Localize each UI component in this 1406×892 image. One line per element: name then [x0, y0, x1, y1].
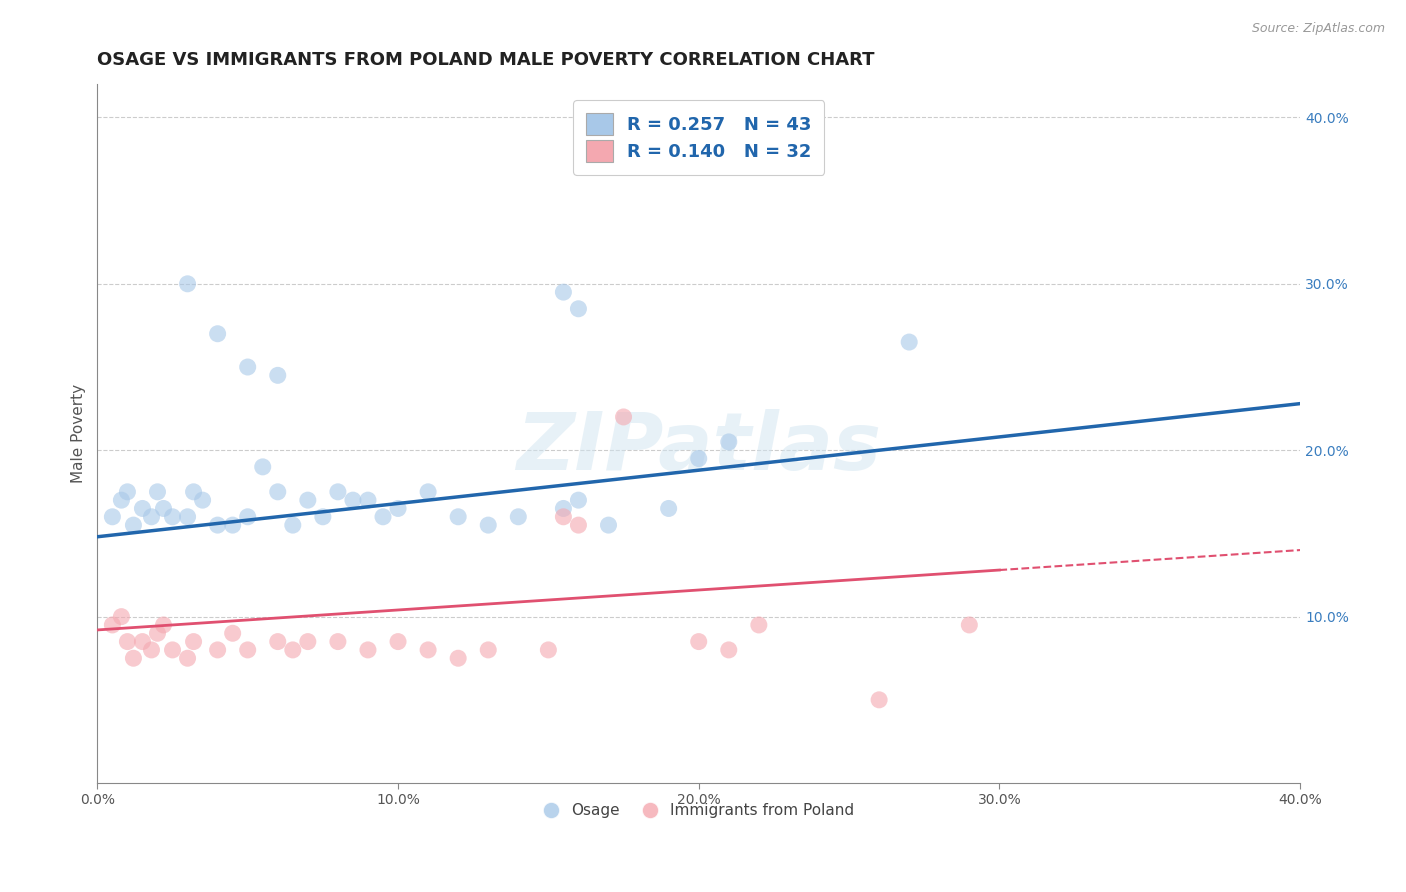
Point [207, 518, 229, 533]
Y-axis label: Male Poverty: Male Poverty [72, 384, 86, 483]
Point [236, 359, 259, 374]
Point [131, 634, 153, 648]
Point [267, 634, 290, 648]
Point [183, 634, 205, 648]
Point [553, 285, 575, 300]
Point [176, 277, 198, 291]
Point [110, 493, 132, 508]
Point [688, 451, 710, 466]
Point [297, 493, 319, 508]
Point [101, 618, 124, 632]
Point [416, 643, 439, 657]
Point [117, 484, 139, 499]
Point [146, 484, 169, 499]
Point [447, 509, 470, 524]
Point [122, 518, 145, 533]
Point [176, 509, 198, 524]
Point [342, 493, 364, 508]
Point [957, 618, 980, 632]
Point [267, 484, 290, 499]
Point [567, 301, 589, 316]
Point [101, 509, 124, 524]
Point [207, 326, 229, 341]
Point [236, 643, 259, 657]
Point [131, 501, 153, 516]
Point [152, 501, 174, 516]
Point [191, 493, 214, 508]
Point [281, 518, 304, 533]
Point [658, 501, 681, 516]
Point [477, 518, 499, 533]
Point [221, 626, 243, 640]
Point [221, 518, 243, 533]
Point [868, 693, 890, 707]
Point [297, 634, 319, 648]
Point [416, 484, 439, 499]
Point [387, 501, 409, 516]
Point [162, 509, 184, 524]
Point [357, 643, 380, 657]
Point [357, 493, 380, 508]
Point [688, 634, 710, 648]
Point [326, 634, 349, 648]
Point [477, 643, 499, 657]
Point [748, 618, 770, 632]
Point [553, 501, 575, 516]
Point [141, 509, 163, 524]
Point [281, 643, 304, 657]
Point [117, 634, 139, 648]
Point [110, 609, 132, 624]
Point [152, 618, 174, 632]
Point [176, 651, 198, 665]
Point [553, 509, 575, 524]
Point [612, 409, 634, 424]
Point [267, 368, 290, 383]
Point [387, 634, 409, 648]
Point [141, 643, 163, 657]
Legend: Osage, Immigrants from Poland: Osage, Immigrants from Poland [537, 797, 860, 824]
Point [598, 518, 620, 533]
Point [122, 651, 145, 665]
Point [207, 643, 229, 657]
Point [162, 643, 184, 657]
Point [508, 509, 530, 524]
Point [567, 493, 589, 508]
Point [236, 509, 259, 524]
Point [252, 459, 274, 474]
Point [146, 626, 169, 640]
Point [567, 518, 589, 533]
Point [717, 434, 740, 449]
Text: ZIPatlas: ZIPatlas [516, 409, 882, 486]
Point [447, 651, 470, 665]
Text: Source: ZipAtlas.com: Source: ZipAtlas.com [1251, 22, 1385, 36]
Point [371, 509, 394, 524]
Point [326, 484, 349, 499]
Point [312, 509, 335, 524]
Point [898, 334, 921, 349]
Point [537, 643, 560, 657]
Point [183, 484, 205, 499]
Point [717, 643, 740, 657]
Text: OSAGE VS IMMIGRANTS FROM POLAND MALE POVERTY CORRELATION CHART: OSAGE VS IMMIGRANTS FROM POLAND MALE POV… [97, 51, 875, 69]
